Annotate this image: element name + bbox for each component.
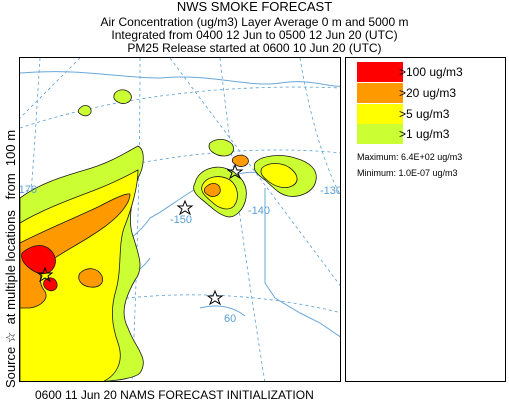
lon-label-140: -140 [248,205,270,217]
concentration-line: Air Concentration (ug/m3) Layer Average … [100,15,409,29]
lon-label-150: -150 [170,214,192,226]
legend-swatch-5 [357,104,403,124]
plume-over-100 [21,245,58,292]
forecast-initialization: 0600 11 Jun 20 NAMS FORECAST INITIALIZAT… [35,388,314,402]
legend-label-5: >5 ug/m3 [399,107,450,121]
grid-labels: -170 -150 -140 -130 60 [20,184,341,325]
legend-label-1: >1 ug/m3 [399,127,450,141]
smoke-map: -170 -150 -140 -130 60 [19,57,341,382]
legend-panel: >100 ug/m3 >20 ug/m3 >5 ug/m3 >1 ug/m3 M… [345,57,506,382]
legend-swatch-20 [357,83,403,103]
map-canvas: -170 -150 -140 -130 60 [20,58,341,381]
integration-line: Integrated from 0400 12 Jun to 0500 12 J… [111,28,398,42]
plume-over-20 [20,154,249,309]
legend-label-20: >20 ug/m3 [399,86,457,100]
map-title: NWS SMOKE FORECAST [176,0,333,14]
lat-label-60: 60 [224,313,236,325]
legend-minimum: Minimum: 1.0E-07 ug/m3 [357,168,458,178]
legend-swatch-100 [357,62,403,82]
legend-label-100: >100 ug/m3 [399,65,463,79]
lon-label-130: -130 [320,185,341,197]
release-line: PM25 Release started at 0600 10 Jun 20 (… [127,41,382,55]
source-markers [36,163,244,306]
legend-swatch-1 [357,124,403,144]
source-side-label: Source ☆ at multiple locations from 100 … [3,129,18,388]
legend-maximum: Maximum: 6.4E+02 ug/m3 [357,152,463,162]
lon-label-170: -170 [20,184,37,196]
